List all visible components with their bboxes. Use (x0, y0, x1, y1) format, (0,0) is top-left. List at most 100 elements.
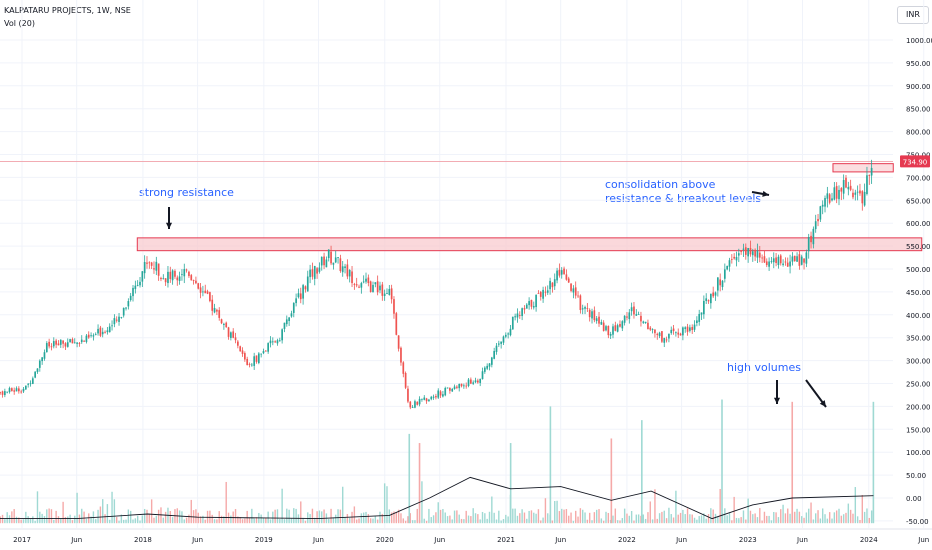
y-tick-label: 450.00 (906, 289, 931, 297)
volume-bar (390, 512, 393, 524)
volume-bar (842, 514, 845, 524)
volume-bar (339, 509, 342, 524)
candle-body (861, 191, 864, 204)
currency-button[interactable]: INR (897, 6, 929, 24)
volume-bar (328, 518, 330, 524)
candle-body (211, 299, 214, 311)
volume-bar (642, 514, 644, 524)
volume-bar (132, 519, 134, 524)
candle-body (55, 340, 57, 345)
volume-bar (379, 511, 381, 524)
volume-bar (584, 512, 586, 524)
candle-body (838, 189, 840, 200)
volume-bar (561, 508, 563, 524)
candle-body (262, 351, 265, 354)
candle-body (537, 293, 540, 294)
candle-body (749, 247, 752, 255)
candle-body (435, 396, 437, 398)
candle-body (299, 293, 302, 300)
candle-body (185, 269, 188, 271)
candle-body (304, 286, 307, 290)
volume-bar (768, 515, 770, 524)
volume-bar (670, 514, 672, 524)
candle-body (395, 313, 398, 335)
volume-bar (122, 519, 125, 524)
volume-bar (88, 513, 90, 524)
candle-body (409, 401, 412, 408)
candle-body (542, 289, 544, 299)
candle-body (497, 343, 500, 345)
volume-bar (116, 517, 118, 524)
volume-bar (102, 499, 104, 524)
candle-body (477, 380, 479, 383)
volume-bar (570, 512, 572, 524)
volume-bar (185, 517, 188, 524)
volume-bar (451, 519, 453, 524)
volume-bar (849, 509, 852, 524)
candle-body (521, 308, 523, 317)
y-tick-label: 500.00 (906, 266, 931, 274)
volume-bar (784, 513, 787, 524)
candle-body (714, 292, 717, 296)
volume-ma-line (0, 476, 874, 520)
volume-bar (99, 506, 102, 524)
volume-bar (537, 509, 540, 524)
candle-body (798, 254, 801, 266)
volume-bar (619, 520, 621, 524)
volume-bar (407, 516, 409, 524)
volume-bar-spike (418, 443, 421, 524)
volume-bar (321, 511, 323, 524)
volume-bar (474, 513, 477, 524)
candle-body (20, 391, 23, 393)
volume-bar (386, 486, 388, 524)
candle-body (672, 328, 675, 332)
candle-body (824, 198, 826, 207)
volume-bar (542, 517, 544, 524)
candle-body (572, 288, 575, 293)
candle-body (451, 389, 454, 392)
volume-bar (146, 509, 148, 524)
volume-bar (633, 520, 635, 524)
candle-body (649, 327, 652, 330)
volume-bar (833, 512, 836, 524)
candle-body (73, 342, 76, 344)
candle-body (600, 322, 603, 325)
volume-bar (775, 512, 777, 524)
candle-body (758, 252, 761, 258)
volume-bar (290, 518, 293, 524)
candle-body (467, 379, 470, 386)
volume-bar (735, 517, 738, 524)
candle-body (48, 341, 50, 347)
volume-bar (635, 514, 637, 524)
volume-bar (67, 516, 69, 524)
volume-bar (255, 517, 258, 524)
candle-body (756, 250, 759, 258)
volume-bar (76, 492, 78, 524)
candle-body (744, 247, 747, 255)
volume-bar-spike (549, 406, 552, 524)
candle-body (630, 307, 633, 312)
y-tick-label: 900.00 (906, 83, 931, 91)
volume-indicator-label[interactable]: Vol (20) (4, 19, 35, 28)
candle-body (696, 320, 698, 324)
volume-bar (812, 519, 815, 524)
volume-bar (318, 510, 321, 524)
volume-bar (239, 517, 241, 524)
volume-bar (439, 509, 442, 524)
volume-bar (586, 519, 589, 524)
candle-body (814, 221, 817, 230)
volume-bar (164, 511, 167, 524)
candle-body (677, 332, 680, 335)
volume-bar (649, 501, 651, 524)
volume-bar (810, 502, 812, 524)
candle-body (11, 388, 13, 391)
consolidation-label-line1: consolidation above (605, 178, 716, 191)
symbol-title[interactable]: KALPATARU PROJECTS, 1W, NSE (4, 6, 131, 15)
candle-body (726, 265, 729, 270)
candle-body (456, 386, 458, 388)
volume-bar (416, 508, 418, 524)
candle-body (679, 333, 682, 336)
candle-body (689, 327, 691, 331)
candle-body (544, 291, 547, 293)
